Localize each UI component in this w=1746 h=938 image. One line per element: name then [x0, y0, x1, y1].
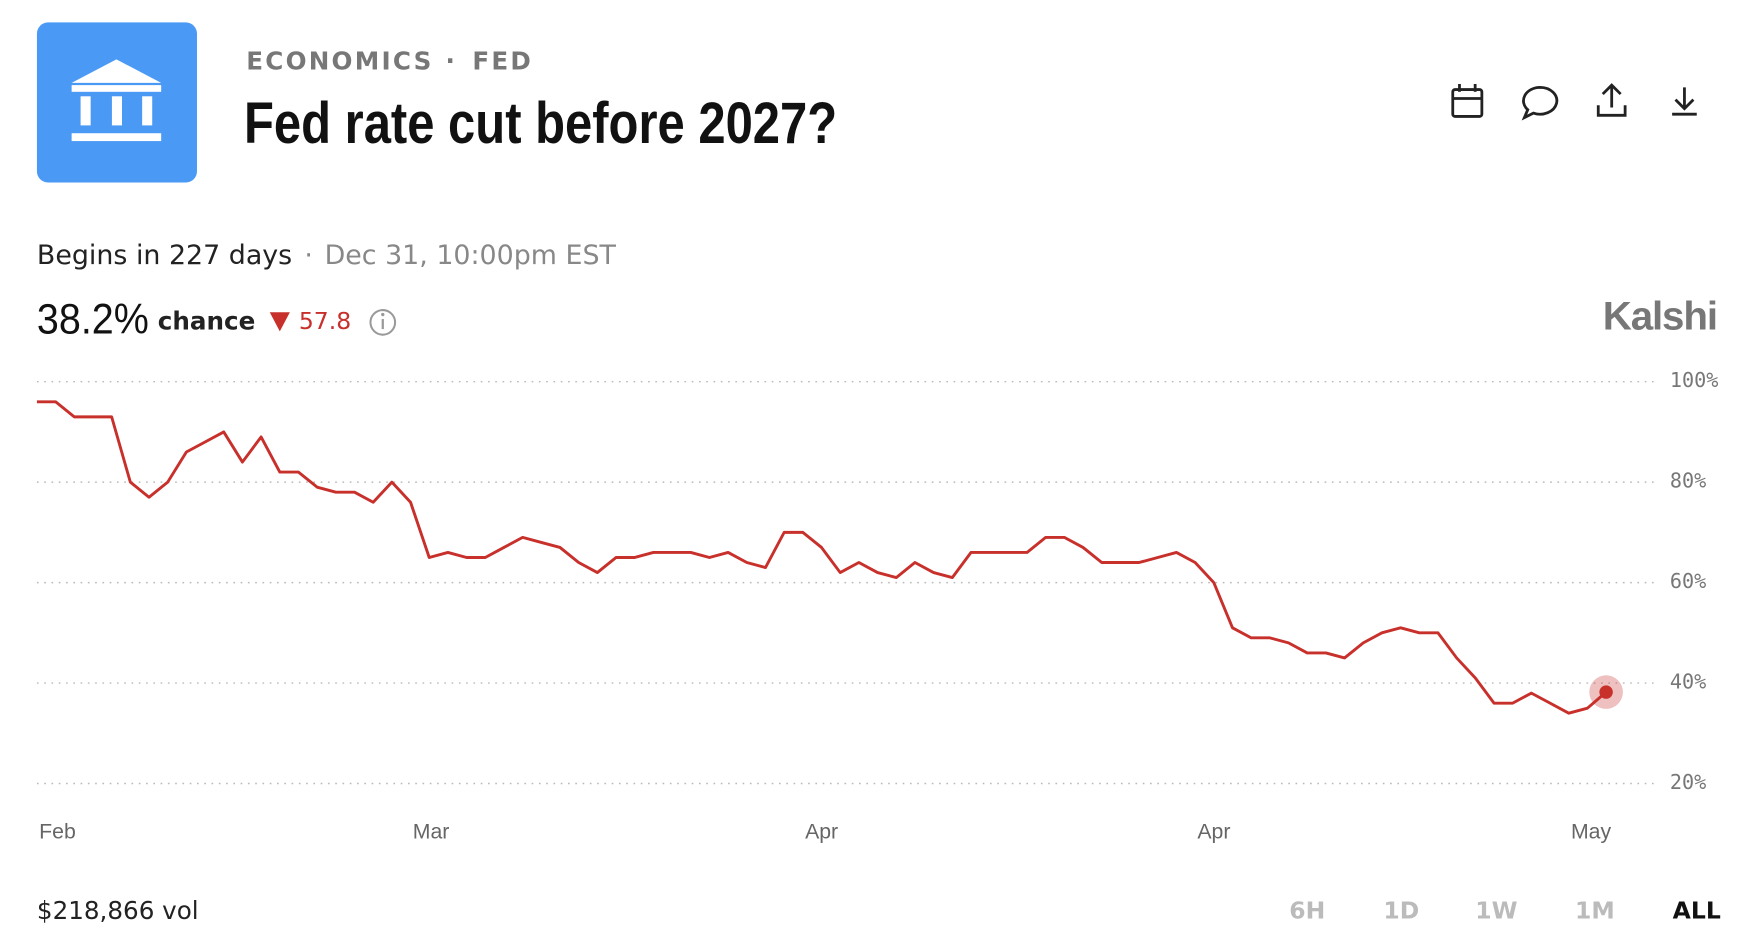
brand: Kalshi [1603, 294, 1717, 339]
chance-label: chance [158, 306, 256, 335]
chance-value: 38.2% [37, 296, 149, 344]
range-button[interactable]: 1D [1383, 897, 1419, 925]
range-button[interactable]: 1M [1575, 897, 1615, 925]
chart: 20% 40% 60% 80% 100% Feb Mar Apr Apr May [36, 368, 1718, 843]
separator: · [304, 240, 313, 271]
price-line [36, 400, 1608, 715]
x-tick-label: Apr [1197, 819, 1230, 843]
y-tick-label: 80% [1670, 469, 1706, 493]
bank-glyph [71, 59, 162, 142]
y-tick-label: 100% [1670, 368, 1718, 392]
current-point [1599, 685, 1613, 699]
range-button[interactable]: ALL [1673, 897, 1721, 925]
x-tick-label: May [1571, 819, 1612, 843]
toolbar [1451, 83, 1697, 121]
title: Fed rate cut before 2027? [244, 91, 837, 156]
y-tick-label: 40% [1670, 670, 1706, 694]
y-tick-label: 60% [1670, 569, 1706, 593]
download-button[interactable] [1672, 87, 1697, 116]
x-tick-label: Mar [413, 819, 450, 843]
comment-button[interactable] [1521, 85, 1559, 121]
calendar-button[interactable] [1451, 83, 1484, 118]
info-icon[interactable] [369, 309, 397, 336]
range-button[interactable]: 1W [1475, 897, 1517, 925]
x-tick-label: Feb [39, 819, 76, 843]
range-selector: 6H 1D 1W 1M ALL [1289, 897, 1721, 925]
x-tick-label: Apr [805, 819, 838, 843]
share-button[interactable] [1596, 83, 1627, 117]
y-tick-label: 20% [1670, 770, 1706, 794]
date: Dec 31, 10:00pm EST [325, 240, 617, 271]
down-arrow [269, 312, 290, 332]
change: 57.8 [299, 307, 351, 335]
subcategory: FED [472, 47, 533, 76]
category: ECONOMICS [246, 47, 433, 76]
range-button[interactable]: 6H [1289, 897, 1325, 925]
begins: Begins in 227 days [37, 240, 292, 271]
volume: $218,866 vol [37, 896, 199, 925]
separator: · [445, 47, 454, 76]
